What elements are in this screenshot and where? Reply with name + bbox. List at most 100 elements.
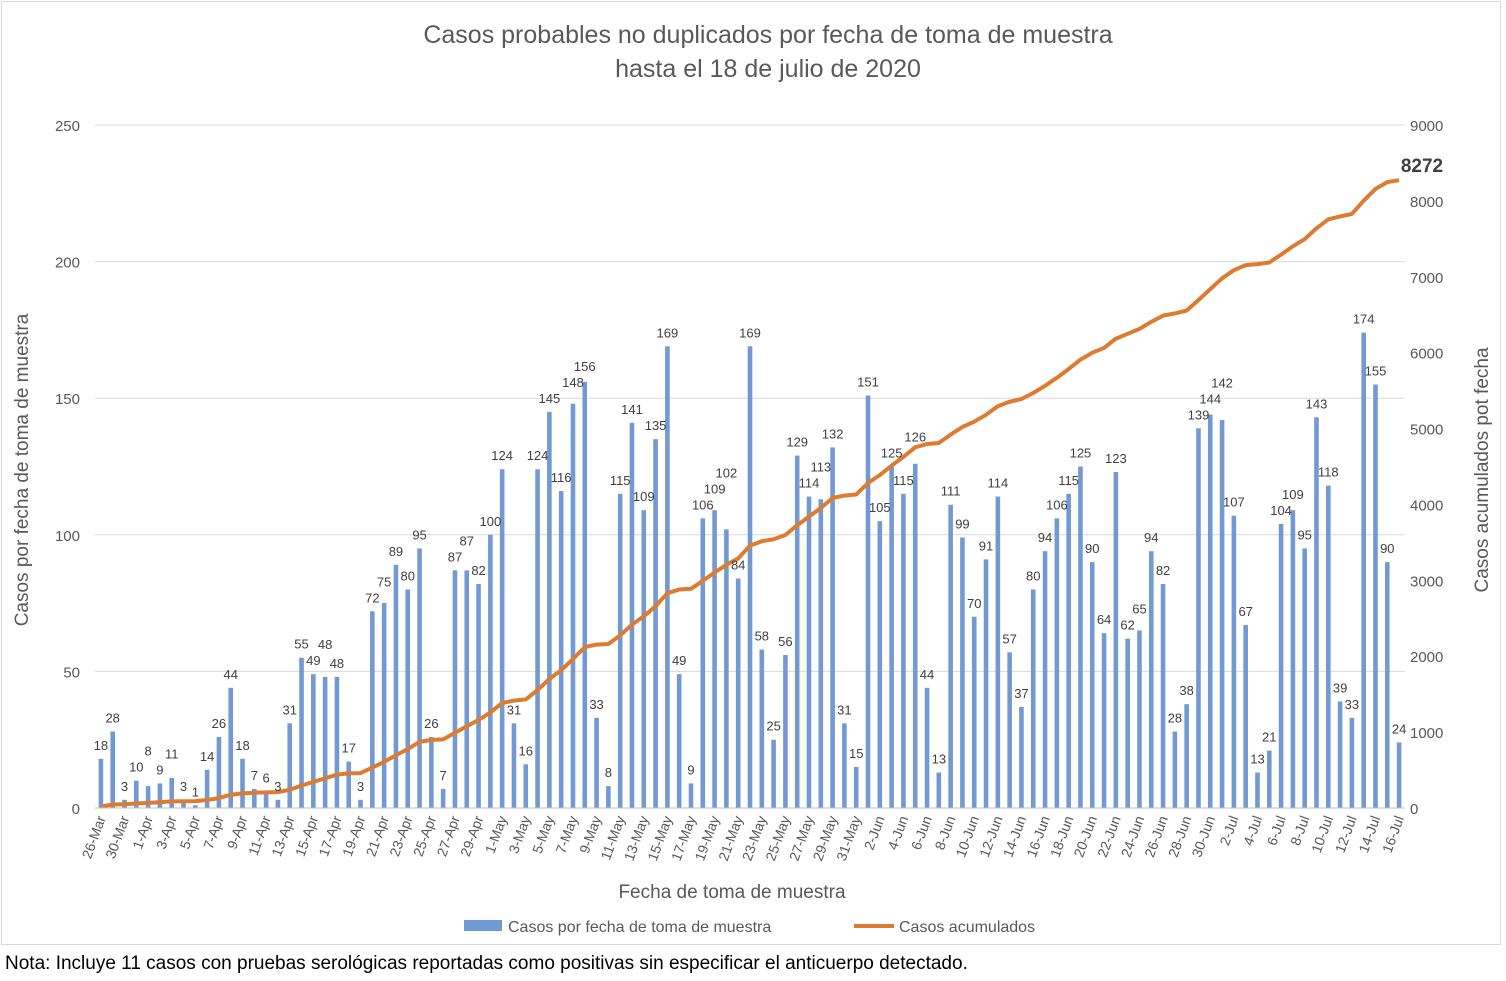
bar-value-label: 38	[1179, 683, 1193, 698]
bar	[228, 687, 234, 808]
bar	[358, 799, 363, 808]
bar	[806, 496, 812, 808]
bar-value-label: 3	[121, 779, 128, 794]
y2-tick-label: 0	[1410, 801, 1418, 818]
bar	[1125, 638, 1130, 808]
bar-value-label: 17	[342, 741, 356, 756]
bar-value-label: 87	[460, 533, 474, 548]
bar	[1255, 772, 1260, 808]
legend-bar-label: Casos por fecha de toma de muestra	[508, 919, 771, 936]
bar	[547, 411, 552, 808]
bar-value-label: 33	[1345, 697, 1359, 712]
bar-value-label: 31	[282, 702, 296, 717]
bar	[1101, 633, 1107, 808]
bar-value-label: 144	[1199, 391, 1221, 406]
bar-value-label: 48	[318, 637, 332, 652]
bar	[511, 723, 517, 808]
bar	[110, 731, 116, 808]
bar-value-label: 109	[1282, 487, 1304, 502]
bar-value-label: 94	[1144, 530, 1158, 545]
bar-value-label: 8	[605, 765, 612, 780]
bar-value-label: 16	[519, 743, 533, 758]
y-tick-label: 50	[63, 664, 80, 681]
bar	[948, 504, 953, 808]
bar-value-label: 132	[822, 426, 844, 441]
bar-value-label: 28	[1168, 711, 1182, 726]
bar-value-label: 125	[1070, 446, 1092, 461]
bar-value-label: 48	[330, 656, 344, 671]
bar	[334, 676, 340, 808]
bar	[971, 616, 977, 808]
bar-value-label: 84	[731, 558, 745, 573]
bar-value-label: 39	[1333, 680, 1347, 695]
bar-value-label: 115	[610, 473, 631, 488]
bar	[1207, 414, 1213, 808]
bar-value-label: 90	[1085, 541, 1099, 556]
bar	[429, 736, 434, 808]
x-tick-label: 2-Jul	[1216, 814, 1241, 848]
bar	[629, 422, 635, 808]
bar	[181, 799, 186, 808]
bar-value-label: 3	[357, 779, 364, 794]
bar-value-label: 156	[574, 359, 596, 374]
bar-value-label: 174	[1353, 312, 1375, 327]
bar	[157, 783, 163, 808]
bar-value-label: 145	[539, 391, 561, 406]
bar	[960, 537, 965, 808]
chart-frame	[1, 1, 1501, 945]
bar-value-label: 135	[645, 418, 667, 433]
bar	[1042, 551, 1048, 808]
bar-value-label: 49	[306, 653, 320, 668]
bar	[193, 805, 198, 808]
bar-value-label: 141	[621, 402, 643, 417]
bar	[287, 723, 293, 808]
bar	[405, 589, 411, 808]
bar	[794, 455, 800, 808]
bar	[134, 780, 139, 808]
legend-bar-swatch	[464, 920, 502, 931]
bar	[98, 758, 104, 808]
bar	[275, 799, 281, 808]
y2-tick-label: 7000	[1410, 270, 1443, 287]
bar-value-label: 7	[251, 768, 258, 783]
bar-value-label: 75	[377, 574, 391, 589]
bar-value-label: 21	[1262, 730, 1276, 745]
bar-value-label: 143	[1306, 396, 1328, 411]
bar	[688, 783, 694, 808]
bar	[1373, 384, 1378, 808]
bar	[1231, 515, 1237, 808]
bar-value-label: 116	[551, 470, 572, 485]
bar	[1384, 562, 1390, 808]
bar-value-label: 62	[1120, 618, 1134, 633]
bar	[724, 529, 729, 808]
bar	[771, 739, 776, 808]
bar-value-label: 72	[365, 590, 379, 605]
bar-value-label: 28	[105, 711, 119, 726]
bar-value-label: 91	[979, 538, 993, 553]
bar	[865, 395, 871, 808]
bar-value-label: 11	[165, 746, 179, 761]
bar-value-label: 9	[687, 762, 694, 777]
bar-value-label: 18	[235, 738, 249, 753]
bar	[558, 491, 564, 808]
bar	[653, 439, 658, 808]
bar	[1007, 652, 1012, 808]
y-tick-label: 100	[55, 528, 80, 545]
bar	[381, 603, 387, 808]
cumulative-line	[100, 178, 1400, 809]
y-tick-label: 150	[55, 391, 80, 408]
bar-value-label: 106	[1046, 497, 1068, 512]
bar-value-label: 13	[1250, 751, 1264, 766]
bar	[1184, 704, 1189, 808]
bar-value-label: 31	[837, 702, 851, 717]
bar-value-label: 1	[192, 784, 199, 799]
bar-value-label: 111	[941, 484, 961, 499]
bar-value-label: 126	[904, 430, 926, 445]
bar-value-label: 37	[1014, 686, 1028, 701]
bar-value-label: 123	[1105, 451, 1127, 466]
bar-value-label: 151	[857, 374, 879, 389]
bar-value-label: 113	[810, 460, 831, 475]
bar	[204, 769, 210, 808]
bar	[299, 657, 304, 808]
